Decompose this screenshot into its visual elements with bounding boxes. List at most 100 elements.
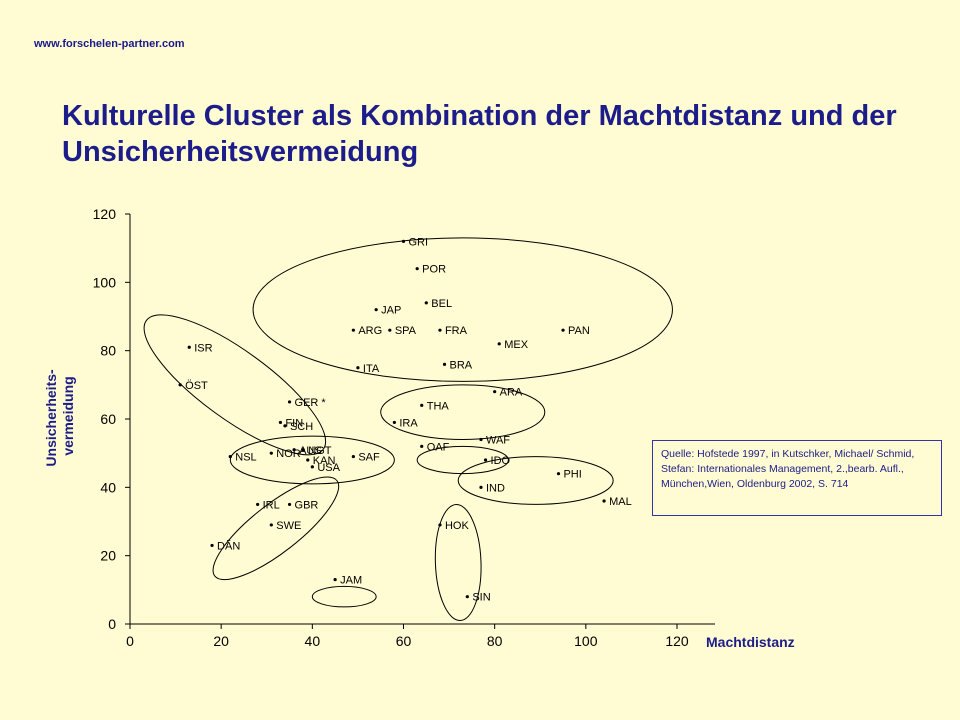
data-point [442,362,447,366]
y-tick-label: 40 [100,479,116,495]
cluster-ellipse [380,384,546,440]
data-point-label: IRL [263,499,280,511]
data-point [306,458,310,462]
data-point [269,523,273,527]
y-tick-label: 20 [100,548,116,564]
data-point-label: FIN [285,417,303,429]
data-point-label: SIN [472,592,490,604]
y-axis-label-line-2: vermeidung [60,376,76,455]
data-point [356,366,360,370]
y-tick-label: 60 [100,411,116,427]
data-point [351,454,355,459]
data-points: GRI POR JAP BEL PAN ARG SPA FRA MEX BRA ISR ÖST ITA G… [178,236,632,604]
cluster-ellipse [434,503,482,622]
data-point-label: HOK [445,520,470,532]
data-point [420,403,424,407]
data-point-label: DÄN [217,540,240,552]
data-point [187,345,191,349]
data-point [287,502,292,507]
data-point [278,420,283,425]
data-point [438,328,442,332]
y-tick-label: 0 [108,616,116,632]
data-point-label: JAM [340,575,362,587]
x-tick-label: 80 [487,633,503,649]
y-axis-label-line-1: Unsicherheits- [43,369,59,467]
data-point [283,424,287,428]
data-point-label: IND [486,482,505,494]
cluster-ellipse [311,585,377,608]
data-point [178,383,182,387]
slide-title: Kulturelle Cluster als Kombination der M… [62,100,897,168]
data-point-label: NGT [308,445,332,457]
chart-axes: 0 20 40 60 80 100 120 0 20 40 60 80 100 120 [93,206,715,649]
cluster-ellipses [143,237,673,622]
data-point [228,454,232,459]
y-tick-label: 80 [100,343,116,359]
data-point-label: GER * [295,397,327,409]
cluster-ellipse [252,237,673,382]
data-point-label: FRA [445,325,468,337]
data-point-label: WAF [486,435,510,447]
data-point-label: GBR [295,499,319,511]
data-point-label: NOR [276,448,301,460]
data-point-label: PAN [568,325,590,337]
cluster-ellipse [416,445,509,475]
data-point-label: AUS [299,445,322,457]
data-point [401,239,406,243]
data-point-label: MEX [504,339,528,351]
data-point-label: USA [317,462,340,474]
cluster-ellipse [457,456,614,505]
data-point [292,448,296,452]
data-point [424,301,428,305]
data-point-label: ISR [194,342,212,354]
data-point-label: SAF [358,452,380,464]
y-axis-label: Unsicherheits- vermeidung [43,365,76,466]
data-point [210,543,214,548]
data-point-label: THA [427,400,450,412]
data-point-label: POR [422,264,446,276]
data-point-label: ARG [358,325,382,337]
data-point-label: GRI [409,236,429,248]
y-tick-label: 100 [93,274,117,290]
data-point-label: ARA [500,387,523,399]
data-point [465,595,469,599]
data-point [310,465,314,469]
cluster-ellipse [229,435,395,485]
x-axis-label: Machtdistanz [706,634,795,650]
data-point-label: PHI [563,469,581,481]
data-point-label: ÖST [185,380,208,392]
data-point [479,437,483,442]
data-point [415,267,419,271]
data-point-label: BEL [431,298,452,310]
data-point-label: JAP [381,305,401,317]
data-point [287,400,292,404]
data-point [392,420,396,425]
data-point [256,502,260,507]
x-tick-label: 20 [213,633,229,649]
data-point-label: KAN [313,455,336,467]
cluster-ellipse [212,476,340,581]
data-point [493,390,497,394]
data-point [479,485,483,489]
data-point [602,499,606,503]
website-url[interactable]: www.forschelen-partner.com [34,38,185,50]
x-tick-label: 60 [396,633,412,649]
data-point-label: ITA [363,363,380,375]
data-point-label: MAL [609,496,632,508]
data-point [333,577,337,582]
data-point [438,523,442,527]
data-point [483,458,488,462]
y-tick-label: 120 [93,206,117,222]
x-tick-label: 120 [665,633,689,649]
data-point [374,308,378,312]
x-tick-label: 100 [574,633,598,649]
data-point [388,328,392,332]
data-point-label: SPA [395,325,417,337]
data-point [561,328,565,332]
data-point-label: SCH [290,421,313,433]
x-tick-label: 0 [126,633,134,649]
data-point [269,451,273,455]
data-point-label: IDO [491,455,511,467]
data-point [556,472,561,476]
